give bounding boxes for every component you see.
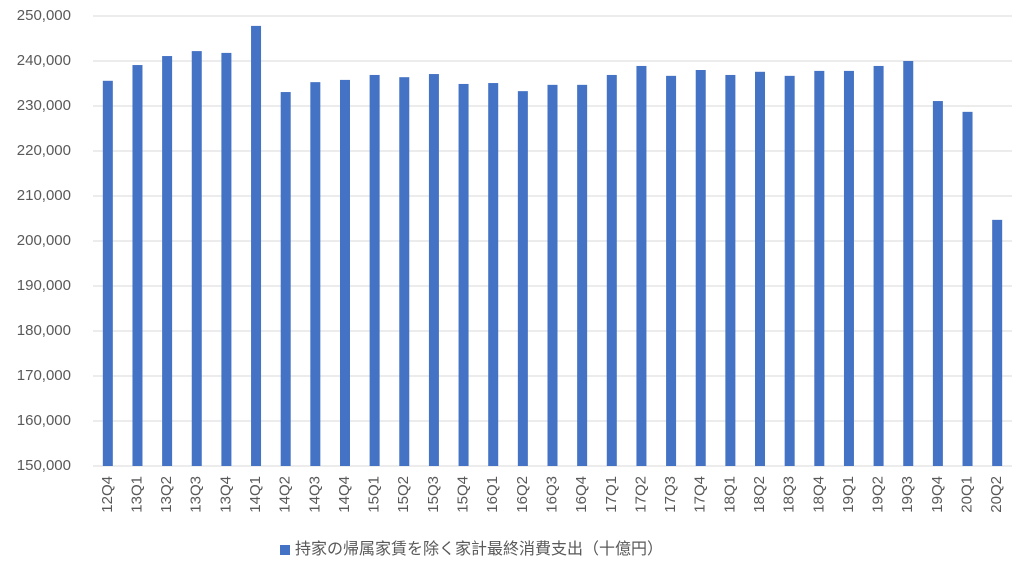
bar — [814, 70, 825, 467]
x-tick-label: 17Q4 — [692, 476, 709, 513]
bar — [251, 25, 262, 467]
x-tick-label: 16Q4 — [573, 476, 590, 513]
y-tick-label: 250,000 — [17, 7, 71, 24]
bar — [428, 74, 439, 467]
y-tick-label: 190,000 — [17, 277, 71, 294]
y-tick-label: 230,000 — [17, 97, 71, 114]
x-tick-label: 18Q3 — [781, 476, 798, 513]
bar — [339, 79, 350, 467]
bar — [666, 75, 677, 466]
x-tick-label: 15Q2 — [395, 476, 412, 513]
bar — [102, 80, 113, 467]
bar — [517, 91, 528, 467]
x-tick-label: 17Q2 — [632, 476, 649, 513]
x-tick-label: 14Q2 — [277, 476, 294, 513]
x-tick-label: 14Q4 — [336, 476, 353, 513]
bar — [695, 70, 706, 466]
y-tick-label: 150,000 — [17, 457, 71, 474]
x-tick-label: 16Q1 — [484, 476, 501, 513]
bar — [488, 83, 499, 467]
x-tick-label: 18Q1 — [721, 476, 738, 513]
x-tick-label: 13Q4 — [217, 476, 234, 513]
bar — [132, 65, 143, 467]
bar — [932, 101, 943, 467]
x-tick-label: 13Q2 — [158, 476, 175, 513]
bar — [577, 84, 588, 466]
x-tick-label: 14Q3 — [306, 476, 323, 513]
bar — [547, 84, 558, 466]
x-tick-label: 18Q2 — [751, 476, 768, 513]
x-tick-label: 19Q1 — [840, 476, 857, 513]
x-tick-label: 20Q2 — [988, 476, 1005, 513]
bar — [992, 219, 1003, 466]
bar — [843, 70, 854, 467]
bar — [191, 51, 202, 466]
x-tick-label: 19Q2 — [870, 476, 887, 513]
bar — [962, 111, 973, 466]
bar — [606, 74, 617, 466]
y-tick-label: 160,000 — [17, 412, 71, 429]
x-tick-label: 19Q4 — [929, 476, 946, 513]
bar — [399, 77, 410, 466]
x-tick-label: 16Q3 — [543, 476, 560, 513]
x-tick-label: 16Q2 — [514, 476, 531, 513]
y-tick-label: 240,000 — [17, 52, 71, 69]
bar — [310, 82, 321, 467]
bar — [458, 83, 469, 466]
bar — [280, 92, 291, 467]
y-tick-label: 220,000 — [17, 142, 71, 159]
legend-label: 持家の帰属家賃を除く家計最終消費支出（十億円） — [295, 540, 663, 558]
bar — [755, 71, 766, 467]
bar — [369, 74, 380, 466]
bar — [221, 52, 232, 467]
bar — [784, 75, 795, 466]
x-tick-label: 20Q1 — [959, 476, 976, 513]
y-tick-label: 200,000 — [17, 232, 71, 249]
y-tick-label: 170,000 — [17, 367, 71, 384]
bar — [873, 65, 884, 466]
x-tick-label: 13Q3 — [188, 476, 205, 513]
x-tick-label: 18Q4 — [810, 476, 827, 513]
y-tick-label: 180,000 — [17, 322, 71, 339]
bar — [162, 56, 173, 467]
bar — [725, 74, 736, 466]
x-tick-label: 15Q3 — [425, 476, 442, 513]
x-tick-label: 15Q1 — [366, 476, 383, 513]
legend-swatch — [280, 545, 290, 555]
y-tick-label: 210,000 — [17, 187, 71, 204]
bar — [903, 61, 914, 466]
x-tick-label: 17Q3 — [662, 476, 679, 513]
x-tick-label: 12Q4 — [99, 476, 116, 513]
x-tick-label: 15Q4 — [455, 476, 472, 513]
x-tick-label: 13Q1 — [128, 476, 145, 513]
bar — [636, 65, 647, 466]
x-tick-label: 17Q1 — [603, 476, 620, 513]
x-tick-label: 19Q3 — [899, 476, 916, 513]
x-tick-label: 14Q1 — [247, 476, 264, 513]
